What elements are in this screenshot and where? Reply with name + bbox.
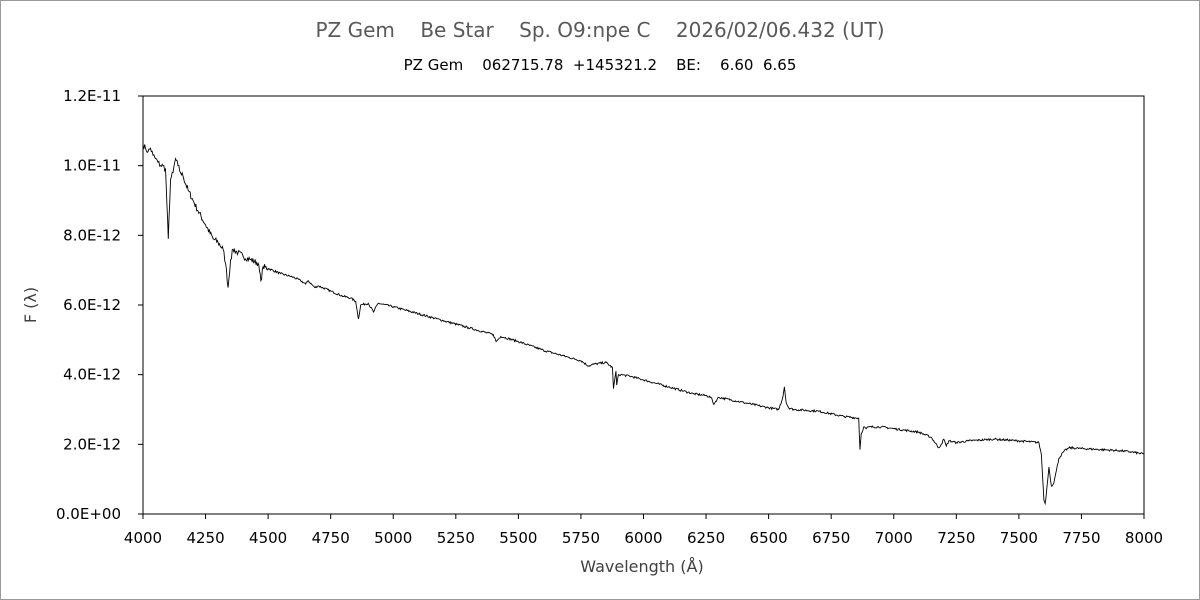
y-axis-ticks: 0.0E+00 2.0E-12 4.0E-12 6.0E-12 8.0E-12 1.0E-…	[56, 87, 143, 523]
y-tick-label: 2.0E-12	[63, 435, 121, 453]
x-tick-label: 4000	[124, 529, 162, 547]
x-tick-label: 4750	[312, 529, 350, 547]
y-axis-title: F (λ)	[21, 287, 40, 323]
x-tick-label: 6750	[812, 529, 850, 547]
x-tick-label: 7500	[1000, 529, 1038, 547]
x-tick-label: 5000	[374, 529, 412, 547]
y-tick-label: 8.0E-12	[63, 226, 121, 244]
chart-title: PZ Gem Be Star Sp. O9:npe C 2026/02/06.4…	[315, 18, 885, 42]
x-tick-label: 5500	[499, 529, 537, 547]
x-tick-label: 6500	[750, 529, 788, 547]
series-group	[142, 144, 1145, 506]
spectrum-line	[142, 144, 1145, 506]
x-tick-label: 5750	[562, 529, 600, 547]
plot-area	[142, 95, 1145, 515]
x-tick-label: 4250	[186, 529, 224, 547]
x-tick-label: 8000	[1125, 529, 1163, 547]
x-tick-label: 7750	[1062, 529, 1100, 547]
y-tick-label: 0.0E+00	[56, 505, 121, 523]
x-axis-ticks: 4000 4250 4500 4750 5000 5250 5500 5750 6000 6250…	[124, 514, 1163, 547]
y-tick-label: 6.0E-12	[63, 296, 121, 314]
y-tick-label: 1.0E-11	[63, 157, 121, 175]
x-tick-label: 7250	[937, 529, 975, 547]
y-tick-label: 4.0E-12	[63, 366, 121, 384]
x-tick-label: 6250	[687, 529, 725, 547]
x-tick-label: 7000	[875, 529, 913, 547]
y-tick-label: 1.2E-11	[63, 87, 121, 105]
x-axis-title: Wavelength (Å)	[580, 557, 703, 576]
x-tick-label: 6000	[624, 529, 662, 547]
x-tick-label: 5250	[437, 529, 475, 547]
x-tick-label: 4500	[249, 529, 287, 547]
chart-subtitle: PZ Gem 062715.78 +145321.2 BE: 6.60 6.65	[403, 56, 797, 74]
